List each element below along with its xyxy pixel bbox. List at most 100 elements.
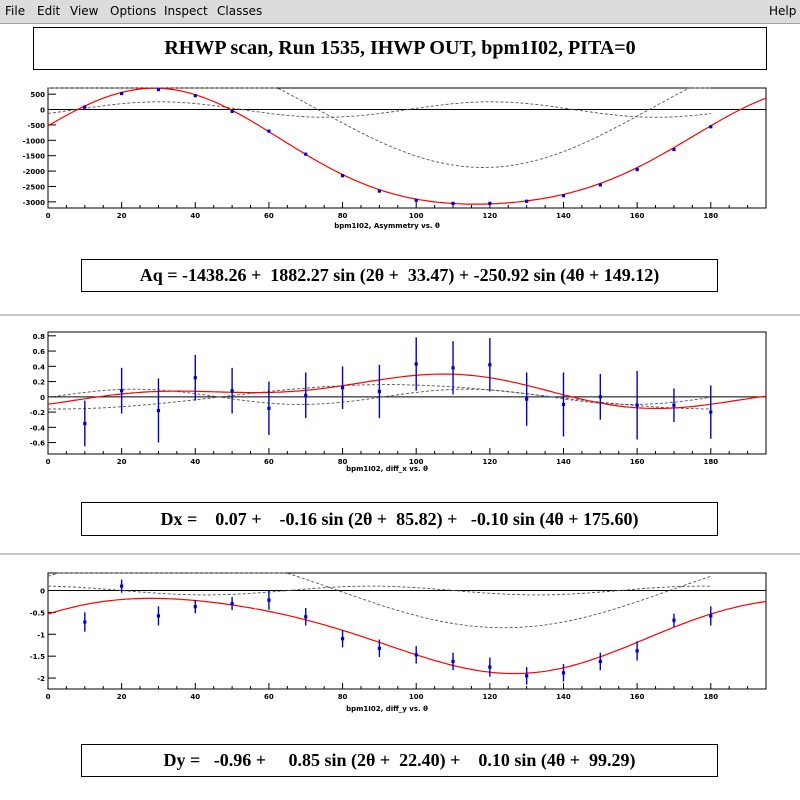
x-tick-label: 120 [483,212,498,220]
x-tick-label: 100 [409,212,424,220]
data-point [709,125,713,129]
data-point [267,406,271,410]
menu-classes[interactable]: Classes [217,4,263,18]
data-point [598,659,602,664]
y-tick-label: -0.6 [30,440,45,448]
data-point [156,87,161,92]
data-point [451,366,455,370]
plot-canvas[interactable]: RHWP scan, Run 1535, IHWP OUT, bpm1I02, … [0,24,800,800]
data-point [525,397,529,401]
data-point [377,646,381,650]
data-point [377,189,381,193]
dy-formula-box: Dy = -0.96 + 0.85 sin (2θ + 22.40) + 0.1… [81,744,718,777]
x-tick-label: 180 [703,212,718,220]
data-point [267,598,271,602]
y-tick-label: -2000 [23,168,46,176]
y-tick-label: 0 [40,588,45,596]
menu-file[interactable]: File [5,4,26,18]
x-tick-label: 80 [338,458,348,466]
x-tick-label: 20 [117,212,127,220]
menu-options[interactable]: Options [110,4,157,18]
x-axis-label: bpm1I02, diff_y vs. θ [346,705,428,713]
data-point [230,602,234,606]
chart-panel-2: 0 20 40 60 80 100 120 140 160 180 0.8 0.6 0.4 0.2 0 -0.… [30,331,767,473]
x-tick-label: 60 [264,212,274,220]
x-axis-label: bpm1I02, diff_x vs. θ [346,465,428,473]
y-tick-label: -2 [37,675,45,683]
data-point [267,129,271,133]
data-point [340,386,345,390]
data-point [304,393,308,397]
data-point [83,105,87,109]
x-tick-label: 100 [409,458,424,466]
fit-component-4theta [47,101,711,118]
menu-view[interactable]: View [70,4,99,18]
y-tick-label: 0.2 [33,379,46,387]
data-point [488,201,492,205]
plot-frame [47,331,767,455]
fit-curve [47,597,767,675]
fit-curve [47,87,767,205]
y-tick-label: 0.8 [33,333,46,341]
menu-help[interactable]: Help [769,4,797,18]
data-point [414,198,418,202]
x-tick-label: 100 [409,693,424,701]
data-point [709,410,713,414]
x-tick-label: 80 [338,212,348,220]
y-tick-label: 0 [40,394,45,402]
y-tick-label: -2500 [23,183,46,191]
dx-formula-box: Dx = 0.07 + -0.16 sin (2θ + 85.82) + -0.… [81,502,718,536]
menu-inspect[interactable]: Inspect [164,4,208,18]
page-title: RHWP scan, Run 1535, IHWP OUT, bpm1I02, … [33,27,767,70]
fit-component-2theta [47,572,711,629]
y-tick-label: -3000 [23,199,46,207]
x-tick-label: 40 [190,693,200,701]
chart-panel-3: 0 20 40 60 80 100 120 140 160 180 0 -0.5 -1 -1.5 -2 bpm… [30,572,767,713]
x-tick-label: 140 [556,458,571,466]
data-point [672,147,676,152]
data-point [488,363,492,367]
x-tick-label: 80 [338,693,348,701]
data-point [83,620,87,624]
data-point [561,194,566,198]
y-tick-label: 0.4 [33,363,46,371]
data-point [598,183,602,187]
data-point [709,614,713,618]
data-point [635,403,639,407]
x-tick-label: 120 [483,693,498,701]
x-tick-label: 180 [703,458,718,466]
x-tick-label: 40 [190,458,200,466]
x-axis-label: bpm1I02, Asymmetry vs. θ [334,222,440,230]
data-point [304,615,308,619]
y-tick-label: -1 [37,631,45,639]
plot-frame [47,572,767,690]
data-point [561,671,566,675]
x-tick-label: 160 [630,212,645,220]
y-tick-label: -0.4 [30,424,45,432]
menu-edit[interactable]: Edit [37,4,61,18]
fit-component-4theta [48,585,711,596]
data-point [304,152,308,156]
pad-divider [0,553,800,555]
fit-plots-svg: 0 20 40 60 80 100 120 140 160 1805000-500-1000-15… [23,87,767,713]
data-point [414,653,418,657]
menu-bar: File Edit View Options Inspect Classes H… [0,0,800,24]
data-point [635,167,639,172]
y-tick-label: -0.2 [30,409,45,417]
data-point [156,614,161,618]
x-tick-label: 120 [483,458,498,466]
data-point [672,618,676,622]
data-point [193,605,197,609]
data-point [156,408,161,413]
x-tick-label: 0 [46,458,51,466]
fit-curve [47,373,767,409]
x-tick-label: 160 [630,458,645,466]
data-point [672,403,676,407]
data-point [488,665,492,669]
data-point [340,637,345,641]
chart-panel-1: 0 20 40 60 80 100 120 140 160 180 500 0 -500 -1000 -15… [23,87,767,230]
x-tick-label: 160 [630,693,645,701]
y-tick-label: -1000 [23,137,46,145]
data-point [193,376,197,380]
aq-formula-box: Aq = -1438.26 + 1882.27 sin (2θ + 33.47)… [81,259,718,292]
